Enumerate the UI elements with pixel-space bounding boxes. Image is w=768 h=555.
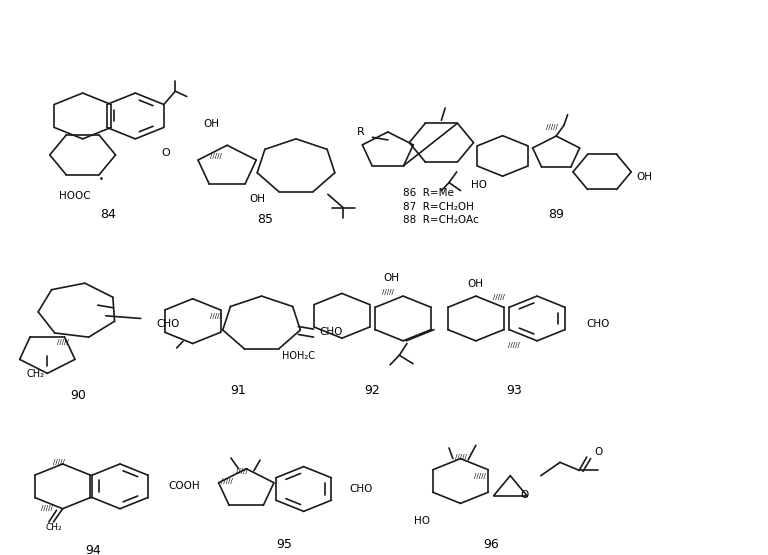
Text: OH: OH — [468, 279, 484, 289]
Text: HO: HO — [414, 516, 430, 526]
Text: 96: 96 — [483, 538, 499, 552]
Text: /////: ///// — [221, 478, 233, 484]
Text: OH: OH — [204, 119, 220, 129]
Text: 86  R=Me: 86 R=Me — [403, 188, 454, 198]
Text: /////: ///// — [237, 468, 248, 475]
Text: /////: ///// — [493, 294, 505, 300]
Text: •: • — [98, 175, 104, 184]
Text: /////: ///// — [546, 124, 558, 130]
Text: /////: ///// — [508, 342, 520, 348]
Text: OH: OH — [637, 172, 653, 182]
Text: OH: OH — [384, 274, 399, 284]
Text: HOOC: HOOC — [59, 191, 91, 201]
Text: 93: 93 — [506, 384, 522, 397]
Text: /////: ///// — [455, 454, 466, 460]
Text: CH₂: CH₂ — [27, 370, 45, 380]
Text: 87  R=CH₂OH: 87 R=CH₂OH — [403, 201, 474, 211]
Text: /////: ///// — [382, 289, 394, 295]
Text: O: O — [520, 491, 528, 501]
Text: /////: ///// — [474, 473, 485, 478]
Text: OH: OH — [250, 194, 266, 204]
Text: O: O — [594, 447, 602, 457]
Text: 84: 84 — [101, 208, 117, 221]
Text: /////: ///// — [53, 460, 65, 465]
Text: 88  R=CH₂OAc: 88 R=CH₂OAc — [403, 215, 479, 225]
Text: /////: ///// — [210, 153, 222, 159]
Text: O: O — [161, 148, 170, 158]
Text: 94: 94 — [85, 544, 101, 555]
Text: 92: 92 — [365, 384, 380, 397]
Text: CHO: CHO — [349, 484, 373, 494]
Text: 91: 91 — [230, 384, 247, 397]
Text: CHO: CHO — [156, 319, 180, 329]
Text: HO: HO — [472, 180, 488, 190]
Text: CHO: CHO — [587, 319, 610, 329]
Text: 89: 89 — [548, 208, 564, 221]
Text: HOH₂C: HOH₂C — [282, 351, 315, 361]
Text: CH₂: CH₂ — [45, 523, 61, 532]
Text: 95: 95 — [276, 538, 293, 552]
Text: 90: 90 — [70, 389, 86, 402]
Text: CHO: CHO — [319, 327, 343, 337]
Text: /////: ///// — [41, 504, 53, 511]
Text: COOH: COOH — [168, 481, 200, 491]
Text: R: R — [357, 127, 365, 137]
Text: 85: 85 — [257, 213, 273, 226]
Text: /////: ///// — [210, 313, 222, 319]
Text: /////: ///// — [57, 340, 68, 345]
